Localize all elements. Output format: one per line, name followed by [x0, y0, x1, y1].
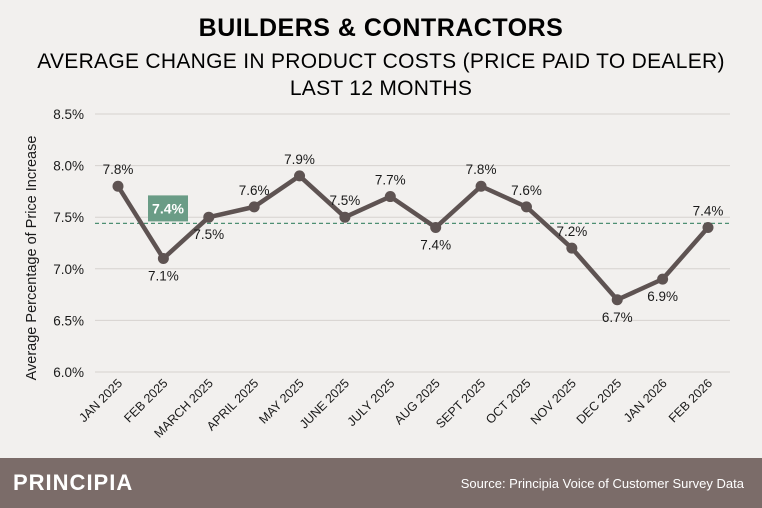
data-label: 7.4% [420, 238, 451, 253]
chart-title: BUILDERS & CONTRACTORS [198, 14, 564, 42]
average-label: 7.4% [152, 200, 184, 216]
data-label: 7.6% [511, 183, 542, 198]
x-tick-label: DEC 2025 [574, 376, 625, 427]
brand-logo: PRINCIPIA [13, 470, 134, 495]
data-point [112, 180, 124, 192]
data-point [611, 294, 623, 306]
data-label: 7.1% [148, 268, 179, 283]
line-chart: 6.0% 6.5% 7.0% 7.5% 8.0% 8.5% Average Percent… [24, 107, 730, 441]
data-label: 6.9% [647, 289, 678, 304]
data-points [112, 170, 714, 306]
y-tick-label: 7.5% [53, 210, 84, 225]
data-point [294, 170, 306, 182]
data-point [430, 222, 442, 234]
data-point [702, 222, 714, 234]
y-tick-label: 8.5% [53, 107, 84, 122]
series-polyline [115, 173, 711, 303]
data-point [203, 211, 215, 223]
y-tick-label: 6.5% [53, 313, 84, 328]
data-label: 7.2% [556, 224, 587, 239]
data-point [339, 211, 351, 223]
chart-subtitle: AVERAGE CHANGE IN PRODUCT COSTS (PRICE P… [37, 50, 725, 73]
x-tick-label: JAN 2026 [621, 376, 670, 425]
series-line [115, 173, 711, 303]
y-tick-label: 8.0% [53, 159, 84, 174]
data-point [248, 201, 260, 213]
data-label: 7.5% [330, 193, 361, 208]
data-point [520, 201, 532, 213]
data-label: 7.4% [693, 204, 724, 219]
x-tick-label: NOV 2025 [528, 376, 579, 427]
data-point [475, 180, 487, 192]
y-axis-label: Average Percentage of Price Increase [24, 136, 40, 381]
data-point [384, 191, 396, 203]
data-label: 7.9% [284, 152, 315, 167]
data-label: 7.8% [103, 162, 134, 177]
source-note: Source: Principia Voice of Customer Surv… [460, 476, 744, 491]
x-tick-label: SEPT 2025 [433, 376, 488, 431]
data-labels: 7.8% 7.1% 7.5% 7.6% 7.9% 7.5% 7.7% 7.4% 7.8% 7.6%… [103, 152, 724, 325]
data-point [657, 273, 669, 285]
x-tick-label: JUNE 2025 [297, 376, 352, 431]
x-tick-label: JAN 2025 [76, 376, 125, 425]
y-tick-label: 7.0% [53, 262, 84, 277]
data-point [157, 252, 169, 264]
x-tick-label: OCT 2025 [483, 376, 534, 427]
data-label: 7.8% [466, 162, 497, 177]
data-point [566, 242, 578, 254]
x-tick-label: JULY 2025 [345, 376, 398, 429]
x-tick-label: FEB 2026 [666, 376, 715, 425]
data-label: 7.6% [239, 183, 270, 198]
data-label: 6.7% [602, 310, 633, 325]
y-tick-label: 6.0% [53, 365, 84, 380]
data-label: 7.5% [193, 227, 224, 242]
gridlines [95, 113, 730, 373]
y-axis-ticks: 6.0% 6.5% 7.0% 7.5% 8.0% 8.5% [53, 107, 84, 380]
chart-subtitle-period: LAST 12 MONTHS [289, 77, 473, 100]
data-label: 7.7% [375, 173, 406, 188]
average-label-box [148, 195, 188, 222]
footer-bar: PRINCIPIA Source: Principia Voice of Cus… [0, 458, 762, 508]
